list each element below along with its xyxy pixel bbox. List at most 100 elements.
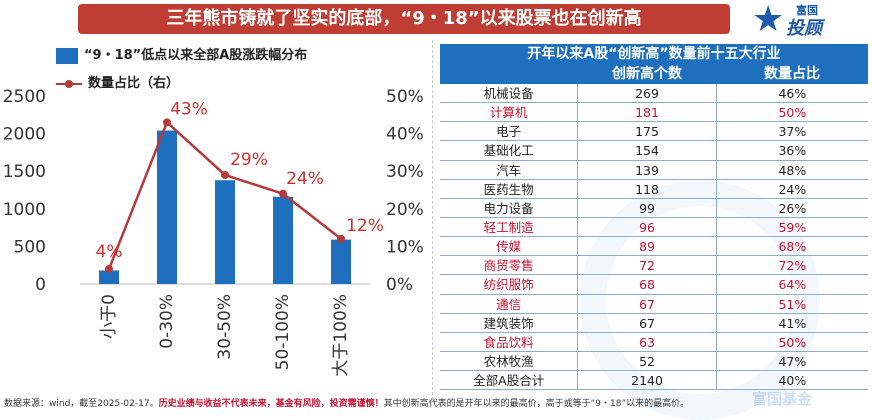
legend-line-label: 数量占比（右） [88, 76, 180, 91]
row-count: 67 [578, 313, 717, 332]
line-data-label: 43% [170, 99, 208, 119]
y-left-tick: 500 [14, 237, 46, 257]
watermark-text: 富国基金 [752, 390, 813, 408]
legend-bar-swatch [56, 47, 78, 64]
bar [99, 270, 119, 284]
row-count: 72 [578, 256, 717, 275]
row-count: 269 [578, 84, 717, 103]
line-point [221, 170, 229, 179]
y-right-tick: 40% [386, 125, 424, 145]
row-share: 51% [778, 296, 807, 312]
row-count: 99 [578, 198, 717, 217]
industry-table: 开年以来A股“创新高”数量前十五大行业 创新高个数 数量占比 机械设备 269 46… [440, 44, 868, 391]
x-category-label: 0-30% [157, 294, 177, 349]
row-industry: 医药生物 [440, 179, 579, 198]
table-row: 传媒 89 68% [440, 237, 868, 257]
row-share: 24% [778, 181, 807, 197]
row-industry: 商贸零售 [440, 256, 579, 275]
table-row: 轻工制造 96 59% [440, 217, 868, 238]
row-industry: 基础化工 [440, 141, 579, 160]
table-row: 全部A股合计 2140 40% [440, 371, 868, 391]
row-share: 46% [778, 86, 807, 101]
legend-bar-label: “9・18”低点以来全部A股涨跌幅分布 [84, 48, 308, 63]
row-share: 37% [778, 124, 807, 140]
row-count: 175 [578, 122, 717, 141]
legend-line: 数量占比（右） [56, 72, 179, 91]
table-row: 电子 175 37% [440, 122, 868, 142]
y-left-tick: 1500 [3, 162, 46, 182]
header-share: 数量占比 [764, 66, 820, 82]
distribution-chart: 0 500 1000 1500 2000 2500 0% 10% 20% 30% 40% 50% 4% 4… [3, 87, 424, 377]
row-count: 96 [578, 217, 717, 237]
row-share: 47% [778, 353, 807, 369]
row-count: 2140 [578, 371, 717, 390]
bar [157, 130, 177, 284]
bar [273, 196, 293, 284]
row-industry: 纺织服饰 [440, 275, 579, 294]
x-category-label: 50-100% [273, 294, 293, 370]
logo-top-text: 富国 [796, 4, 818, 17]
row-industry: 农林牧渔 [440, 351, 579, 371]
row-share: 26% [778, 200, 807, 216]
row-industry: 建筑装饰 [440, 313, 579, 332]
row-count: 68 [578, 275, 717, 294]
table-row: 基础化工 154 36% [440, 141, 868, 161]
page-title: 三年熊市铸就了坚实的底部，“9・18”以来股票也在创新高 [78, 4, 730, 34]
y-right-tick: 50% [386, 87, 424, 107]
x-category-label: 大于100% [331, 294, 351, 377]
line-point [337, 234, 345, 243]
row-share: 36% [778, 143, 807, 159]
y-left-tick: 2000 [3, 125, 46, 145]
row-industry: 轻工制造 [440, 217, 579, 237]
logo-main-text: 投顾 [786, 18, 822, 39]
bar [331, 239, 351, 284]
table-row: 机械设备 269 46% [440, 84, 868, 104]
row-share: 41% [778, 315, 807, 331]
row-share: 59% [778, 219, 807, 235]
row-count: 181 [578, 103, 717, 122]
row-count: 154 [578, 141, 717, 160]
table-row: 商贸零售 72 72% [440, 256, 868, 276]
bar [215, 180, 235, 284]
divider [432, 40, 433, 400]
row-industry: 电子 [440, 122, 579, 141]
y-right-tick: 30% [386, 162, 424, 182]
table-row: 通信 67 51% [440, 294, 868, 314]
row-count: 89 [578, 237, 717, 256]
row-industry: 电力设备 [440, 198, 579, 217]
table-row: 汽车 139 48% [440, 160, 868, 180]
table-row: 纺织服饰 68 64% [440, 275, 868, 295]
legend-line-swatch [56, 77, 82, 91]
table-row: 电力设备 99 26% [440, 198, 868, 218]
table-row: 食品饮料 63 50% [440, 332, 868, 352]
star-logo-icon: ★ [752, 0, 785, 40]
table-row: 计算机 181 50% [440, 103, 868, 123]
footer-explain: 其中创新高代表的是开年以来的最高价，高于或等于“9・18”以来的最高价。 [383, 399, 690, 409]
line-point [105, 264, 113, 273]
row-count: 63 [578, 332, 717, 351]
line-data-label: 12% [346, 216, 384, 236]
table-row: 农林牧渔 52 47% [440, 351, 868, 372]
footer-risk: 历史业绩与收益不代表未来，基金有风险，投资需谨慎！ [158, 399, 384, 409]
line-data-label: 4% [96, 242, 123, 262]
row-count: 52 [578, 351, 717, 371]
row-count: 67 [578, 294, 717, 313]
table-row: 建筑装饰 67 41% [440, 313, 868, 333]
row-industry: 全部A股合计 [440, 371, 579, 390]
row-share: 48% [778, 162, 807, 178]
row-share: 50% [778, 105, 807, 121]
row-industry: 通信 [440, 294, 579, 313]
row-share: 64% [778, 277, 807, 293]
header-count: 创新高个数 [612, 66, 682, 82]
header-industry [440, 64, 578, 84]
table-header: 创新高个数 数量占比 [440, 64, 868, 84]
row-share: 68% [778, 239, 807, 255]
y-right-tick: 20% [386, 200, 424, 220]
table-body: 机械设备 269 46% 计算机 181 50% 电子 175 37% 基础化工 154 36% 汽车 1… [440, 84, 868, 391]
row-industry: 汽车 [440, 160, 579, 179]
y-right-tick: 10% [386, 237, 424, 257]
line-data-label: 24% [286, 169, 324, 189]
row-share: 50% [778, 334, 807, 350]
row-count: 139 [578, 160, 717, 179]
y-right-tick: 0% [386, 275, 413, 295]
